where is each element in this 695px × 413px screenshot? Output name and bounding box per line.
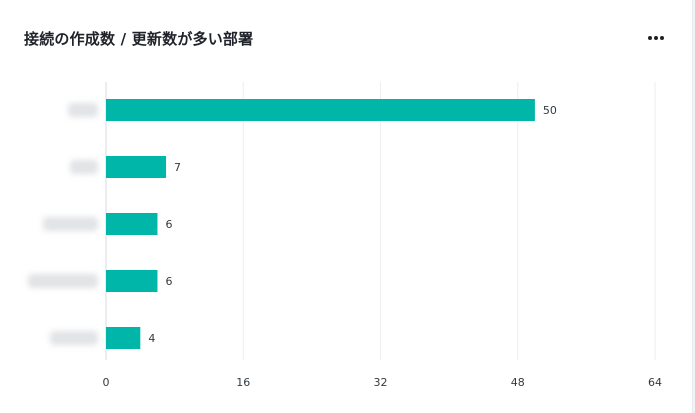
bar[interactable] xyxy=(106,213,158,235)
x-tick-label: 0 xyxy=(103,376,110,389)
category-labels xyxy=(28,103,98,345)
bar[interactable] xyxy=(106,327,141,349)
x-tick-label: 16 xyxy=(236,376,250,389)
bar-value-label: 4 xyxy=(148,332,155,345)
bar-value-label: 6 xyxy=(165,218,172,231)
bar[interactable] xyxy=(106,270,158,292)
grid-lines xyxy=(105,82,656,360)
chart-title: 接続の作成数 / 更新数が多い部署 xyxy=(24,29,254,48)
bar-value-label: 7 xyxy=(174,161,181,174)
more-horizontal-icon xyxy=(648,36,652,40)
category-label-blurred xyxy=(28,274,98,288)
category-label-blurred xyxy=(70,160,98,174)
bar[interactable] xyxy=(106,156,167,178)
bars: 50 7 6 6 4 xyxy=(106,99,557,349)
x-tick-label: 32 xyxy=(374,376,388,389)
category-label-blurred xyxy=(50,331,98,345)
card-header: 接続の作成数 / 更新数が多い部署 xyxy=(24,22,670,54)
more-options-button[interactable] xyxy=(642,24,670,52)
bar-value-label: 6 xyxy=(165,275,172,288)
x-tick-label: 48 xyxy=(511,376,525,389)
category-label-blurred xyxy=(68,103,98,117)
bar-value-label: 50 xyxy=(543,104,557,117)
x-axis-ticks: 0 16 32 48 64 xyxy=(103,376,663,389)
bar[interactable] xyxy=(106,99,535,121)
more-horizontal-icon-dot xyxy=(654,36,658,40)
more-horizontal-icon-dot xyxy=(660,36,664,40)
x-tick-label: 64 xyxy=(648,376,662,389)
category-label-blurred xyxy=(43,217,98,231)
